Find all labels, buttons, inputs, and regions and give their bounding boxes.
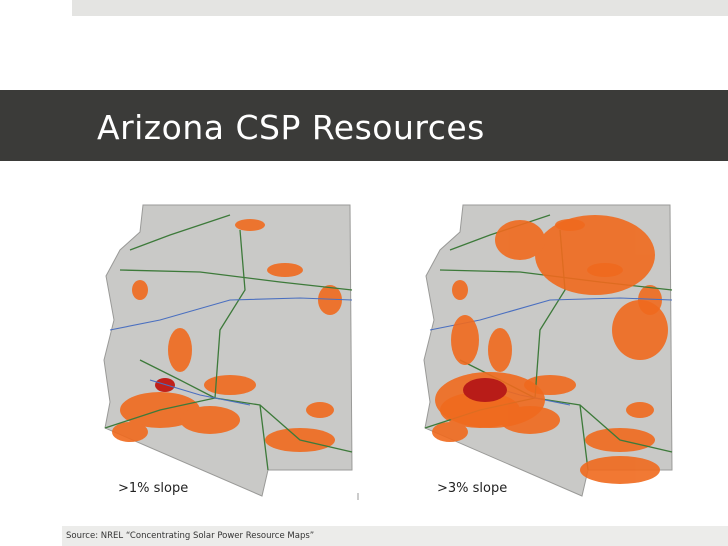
slide-title: Arizona CSP Resources — [97, 108, 485, 147]
map-hotspot — [463, 378, 507, 402]
map-right — [423, 204, 673, 497]
source-note: Source: NREL “Concentrating Solar Power … — [66, 531, 315, 541]
top-bar — [72, 0, 728, 16]
map-left — [103, 204, 353, 497]
footer-bar — [62, 526, 728, 546]
title-band — [0, 90, 728, 161]
map-caption: >1% slope — [118, 481, 189, 496]
map-caption: >3% slope — [437, 481, 508, 496]
